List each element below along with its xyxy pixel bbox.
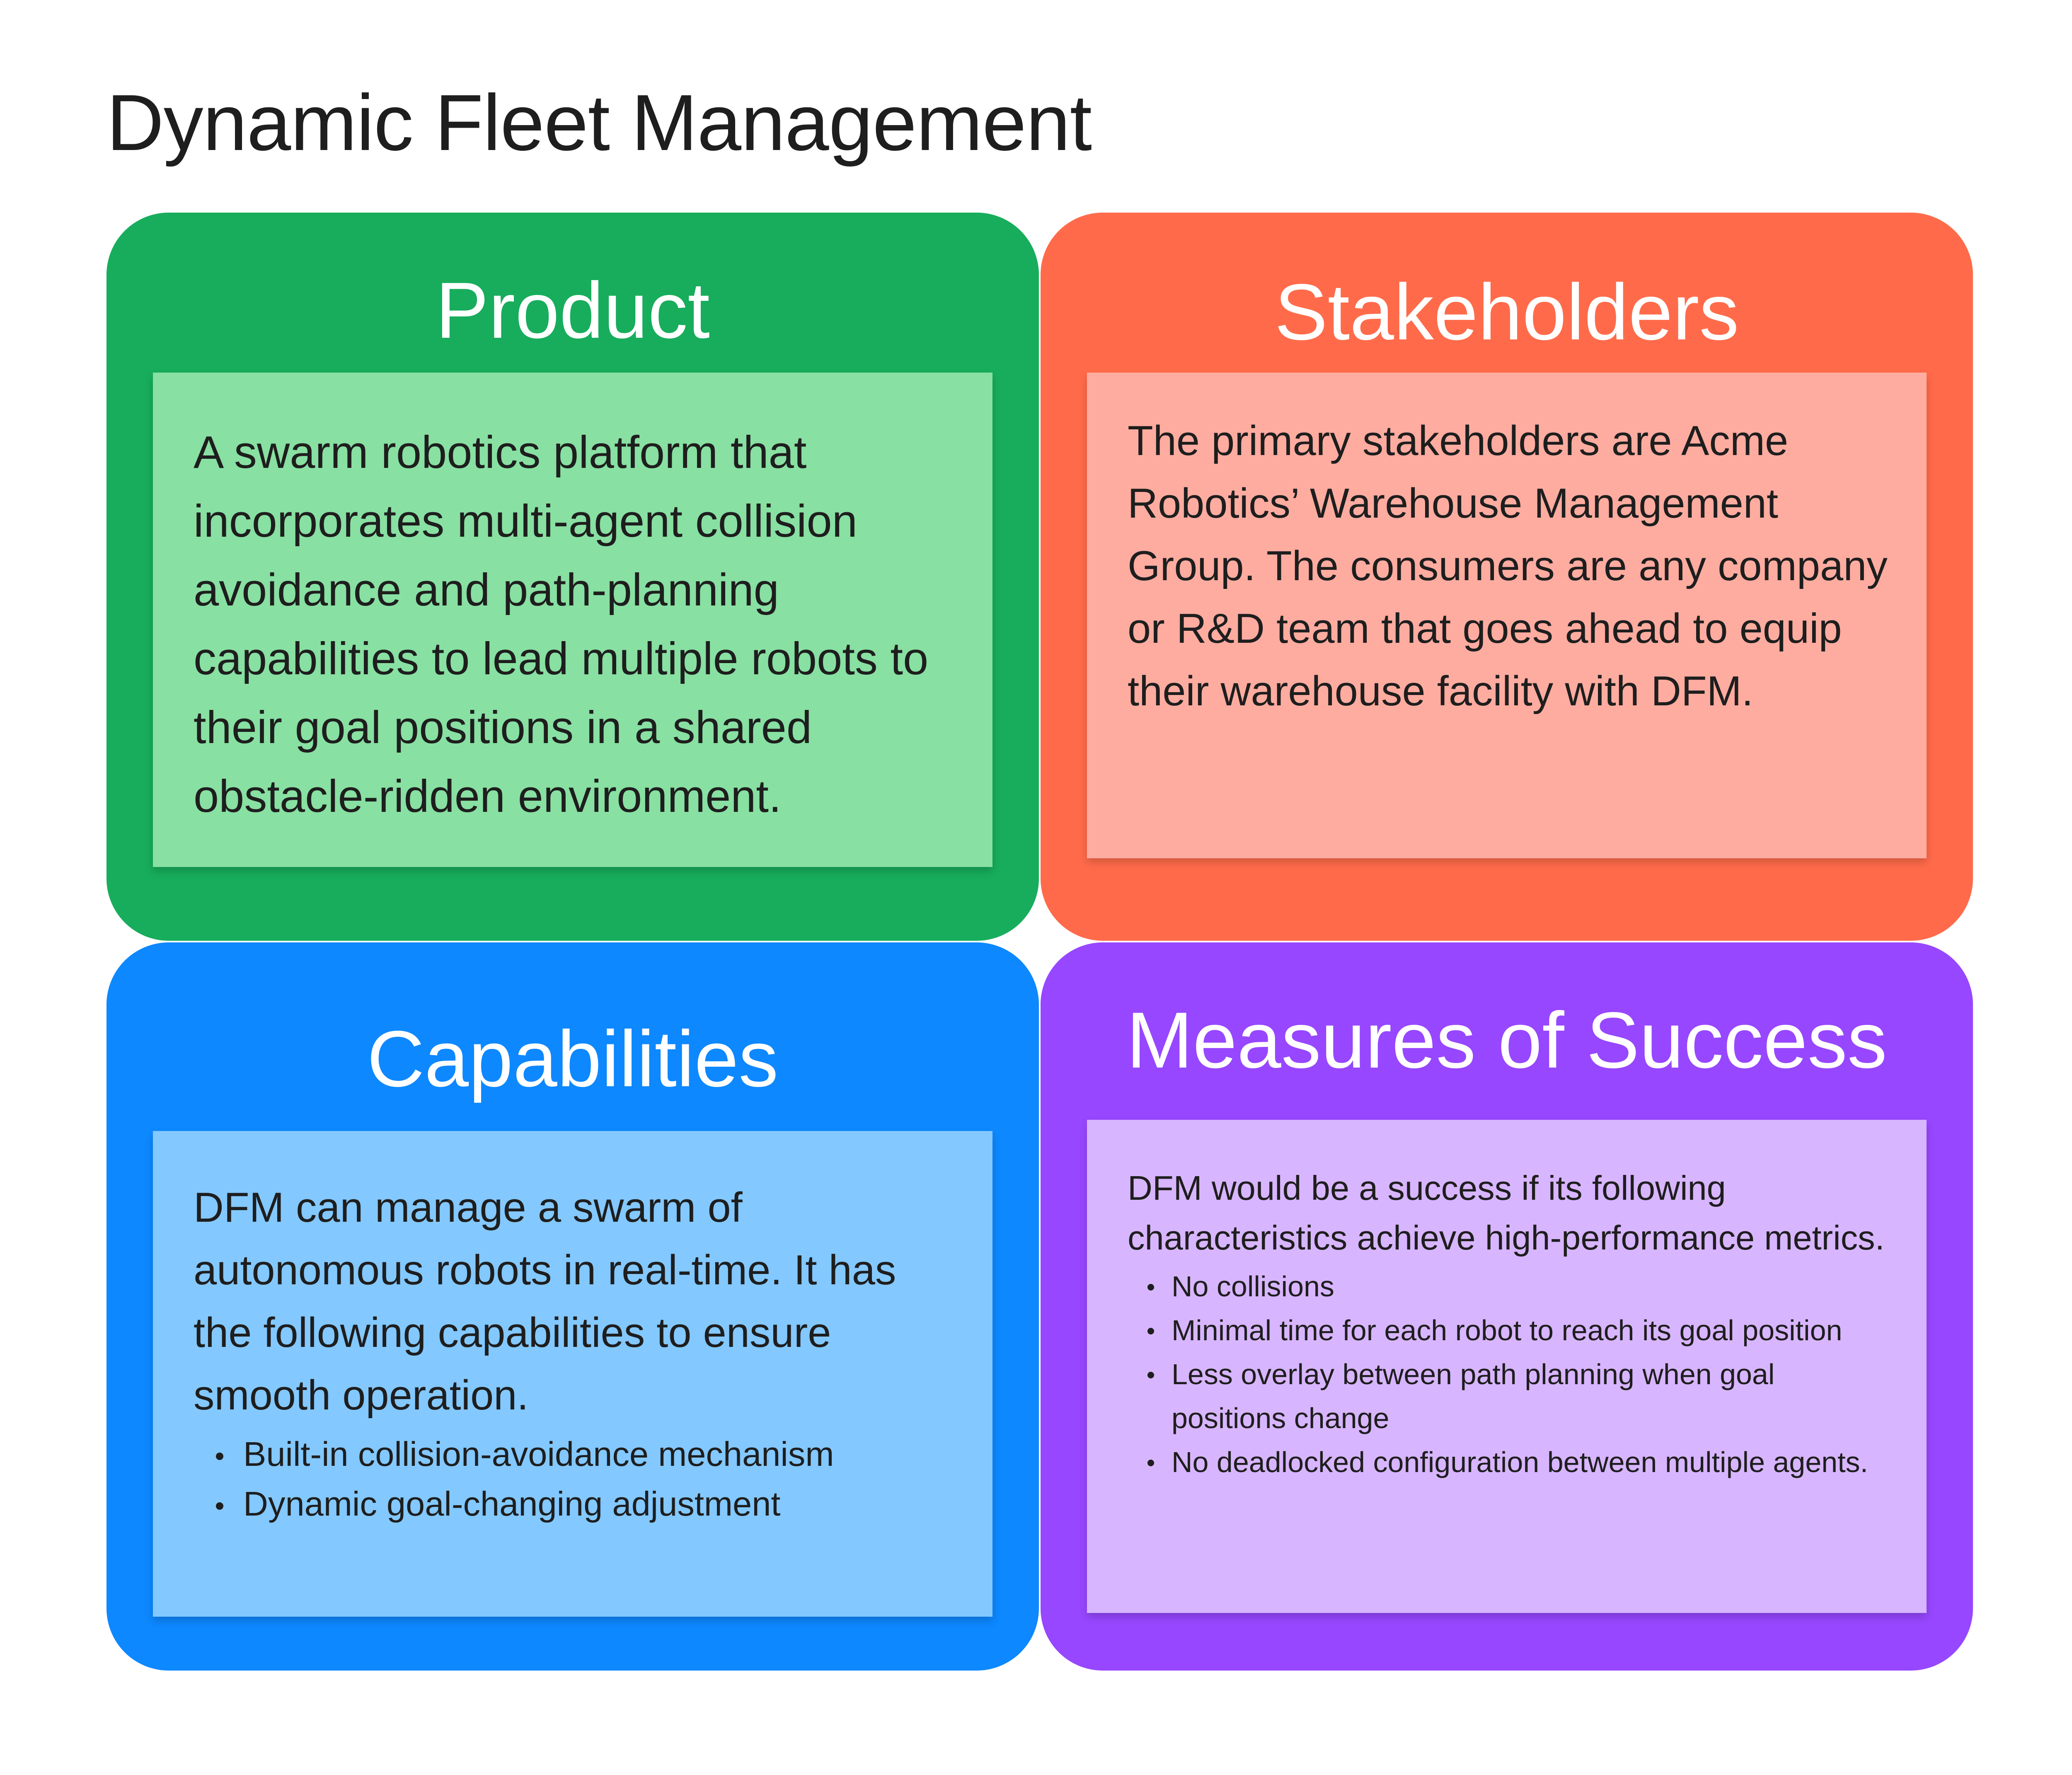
capabilities-description: DFM can manage a swarm of autonomous rob…: [194, 1184, 896, 1419]
list-item: No collisions: [1147, 1264, 1889, 1308]
product-description: A swarm robotics platform that incorpora…: [194, 427, 929, 822]
measures-title: Measures of Success: [1126, 995, 1887, 1085]
measures-description: DFM would be a success if its following …: [1128, 1169, 1885, 1257]
capabilities-sticky-note[interactable]: DFM can manage a swarm of autonomous rob…: [153, 1131, 992, 1617]
list-item: Built-in collision-avoidance mechanism: [216, 1429, 955, 1479]
capabilities-list: Built-in collision-avoidance mechanism D…: [194, 1429, 955, 1529]
measures-list: No collisions Minimal time for each robo…: [1128, 1264, 1889, 1484]
stakeholders-section: Stakeholders The primary stakeholders ar…: [1041, 213, 1973, 941]
list-item: No deadlocked configuration between mult…: [1147, 1440, 1889, 1484]
product-title: Product: [436, 266, 710, 355]
list-item: Less overlay between path planning when …: [1147, 1352, 1889, 1440]
list-item: Minimal time for each robot to reach its…: [1147, 1308, 1889, 1352]
measures-of-success-section: Measures of Success DFM would be a succe…: [1041, 942, 1973, 1671]
stakeholders-description: The primary stakeholders are Acme Roboti…: [1128, 418, 1888, 714]
list-item: Dynamic goal-changing adjustment: [216, 1479, 955, 1529]
capabilities-section: Capabilities DFM can manage a swarm of a…: [107, 942, 1039, 1671]
product-sticky-note[interactable]: A swarm robotics platform that incorpora…: [153, 373, 992, 867]
page-title: Dynamic Fleet Management: [107, 78, 1092, 167]
stakeholders-sticky-note[interactable]: The primary stakeholders are Acme Roboti…: [1087, 373, 1927, 858]
measures-sticky-note[interactable]: DFM would be a success if its following …: [1087, 1120, 1927, 1613]
stakeholders-title: Stakeholders: [1274, 267, 1739, 356]
product-section: Product A swarm robotics platform that i…: [107, 213, 1039, 941]
capabilities-title: Capabilities: [367, 1014, 779, 1103]
